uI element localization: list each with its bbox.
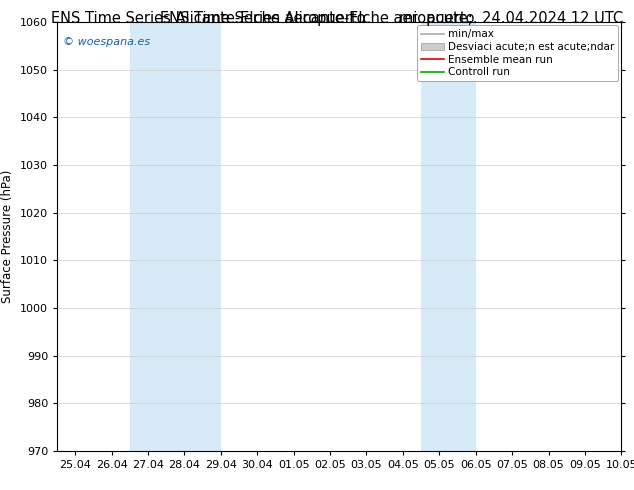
Bar bbox=[421, 22, 476, 451]
Text: mi  acute;. 24.04.2024 12 UTC: mi acute;. 24.04.2024 12 UTC bbox=[399, 11, 624, 26]
Y-axis label: Surface Pressure (hPa): Surface Pressure (hPa) bbox=[1, 170, 15, 303]
Text: ENS Time Series Alicante-Elche aeropuerto: ENS Time Series Alicante-Elche aeropuert… bbox=[160, 11, 474, 26]
Text: ENS Time Series Alicante-Elche aeropuerto: ENS Time Series Alicante-Elche aeropuert… bbox=[51, 11, 365, 26]
Text: © woespana.es: © woespana.es bbox=[63, 37, 150, 47]
Bar bbox=[130, 22, 221, 451]
Legend: min/max, Desviaci acute;n est acute;ndar, Ensemble mean run, Controll run: min/max, Desviaci acute;n est acute;ndar… bbox=[417, 25, 618, 81]
